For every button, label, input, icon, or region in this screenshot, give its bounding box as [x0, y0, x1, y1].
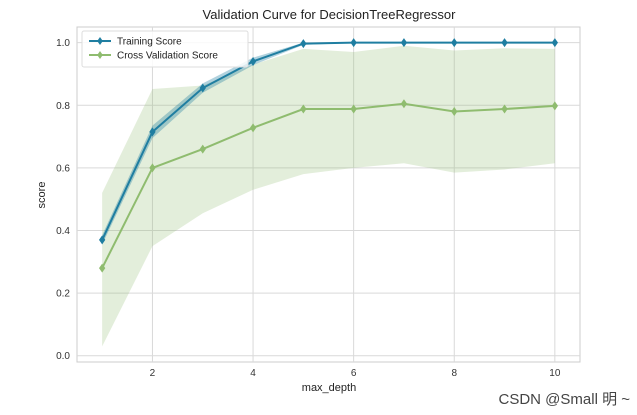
y-tick-label: 0.8	[56, 101, 70, 112]
data-point-cross-validation	[400, 99, 408, 109]
data-point-training	[249, 56, 257, 66]
y-axis-title: score	[36, 182, 48, 209]
legend: Training Score Cross Validation Score	[81, 30, 249, 68]
x-tick-label: 2	[150, 368, 156, 379]
legend-label: Cross Validation Score	[117, 51, 218, 62]
series-lines	[101, 41, 555, 269]
x-axis-title: max_depth	[302, 382, 356, 394]
series-line-training	[101, 41, 555, 241]
y-tick-label: 0.4	[56, 226, 70, 237]
data-point-cross-validation	[249, 123, 257, 133]
data-point-cross-validation	[501, 104, 508, 114]
chart-title: Validation Curve for DecisionTreeRegress…	[203, 7, 457, 22]
x-tick-label: 10	[549, 368, 561, 379]
legend-box	[81, 30, 249, 68]
data-point-training	[400, 38, 408, 48]
data-point-training	[199, 83, 206, 93]
data-point-cross-validation	[99, 263, 106, 273]
x-tick-label: 8	[451, 368, 457, 379]
data-point-training	[99, 235, 106, 245]
data-point-training	[451, 38, 458, 48]
data-point-training	[350, 38, 357, 48]
y-tick-label: 0.6	[56, 163, 70, 174]
y-tick-label: 0.0	[56, 351, 70, 362]
data-point-cross-validation	[199, 144, 206, 154]
legend-marker	[97, 51, 103, 59]
y-tick-label: 0.2	[56, 289, 70, 300]
series-markers	[99, 38, 558, 273]
watermark-text: CSDN @Small 明 ~	[499, 391, 631, 408]
legend-label: Training Score	[117, 37, 182, 48]
data-point-cross-validation	[551, 101, 558, 111]
plot-area	[76, 26, 581, 363]
data-point-training	[300, 39, 307, 49]
grid-lines	[77, 27, 580, 362]
confidence-bands	[102, 42, 555, 347]
legend-marker	[97, 37, 103, 45]
data-point-cross-validation	[350, 104, 357, 114]
x-tick-label: 4	[250, 368, 256, 379]
data-point-cross-validation	[300, 104, 307, 114]
data-point-cross-validation	[149, 163, 156, 173]
data-point-training	[501, 38, 508, 48]
y-tick-label: 1.0	[56, 38, 70, 49]
series-line-cross-validation	[101, 102, 555, 269]
data-point-training	[551, 38, 558, 48]
tick-labels: 2 4 6 8 10 0.0 0.2 0.4 0.6 0.8 1.0	[56, 38, 561, 379]
x-tick-label: 6	[351, 368, 357, 379]
confidence-band-cross-validation	[102, 45, 555, 347]
data-point-training	[149, 127, 156, 137]
data-point-cross-validation	[451, 107, 458, 117]
